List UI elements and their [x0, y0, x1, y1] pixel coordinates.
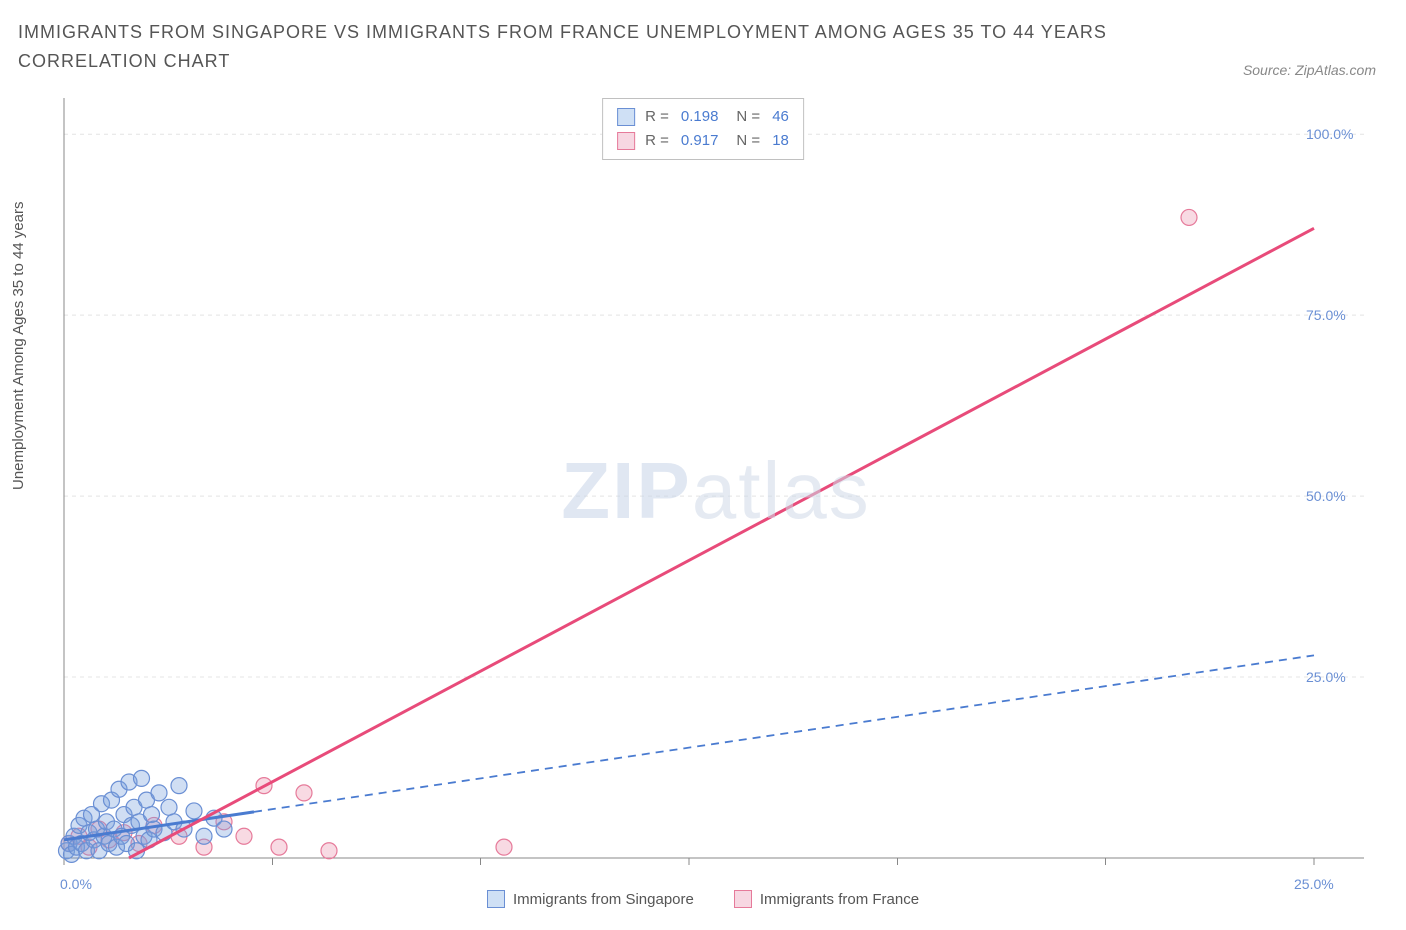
- legend-swatch-icon: [734, 890, 752, 908]
- y-tick-label: 100.0%: [1306, 126, 1353, 142]
- legend-series-name: Immigrants from Singapore: [513, 891, 694, 908]
- y-tick-label: 50.0%: [1306, 488, 1346, 504]
- n-value: 18: [772, 129, 789, 153]
- legend-item: Immigrants from Singapore: [487, 890, 694, 908]
- legend-item: Immigrants from France: [734, 890, 919, 908]
- r-label: R =: [645, 129, 669, 153]
- r-value: 0.198: [681, 105, 719, 129]
- chart-area: ZIPatlas: [56, 98, 1376, 883]
- legend-swatch-icon: [487, 890, 505, 908]
- n-value: 46: [772, 105, 789, 129]
- legend-series-name: Immigrants from France: [760, 891, 919, 908]
- r-label: R =: [645, 105, 669, 129]
- stats-legend-row: R = 0.198 N = 46: [617, 105, 789, 129]
- r-value: 0.917: [681, 129, 719, 153]
- chart-title: IMMIGRANTS FROM SINGAPORE VS IMMIGRANTS …: [18, 18, 1206, 76]
- y-tick-label: 75.0%: [1306, 307, 1346, 323]
- scatter-plot: [56, 98, 1376, 883]
- y-axis-label: Unemployment Among Ages 35 to 44 years: [10, 201, 27, 490]
- legend-swatch-icon: [617, 108, 635, 126]
- stats-legend: R = 0.198 N = 46 R = 0.917 N = 18: [602, 98, 804, 160]
- stats-legend-row: R = 0.917 N = 18: [617, 129, 789, 153]
- series-legend: Immigrants from Singapore Immigrants from…: [0, 890, 1406, 908]
- n-label: N =: [736, 105, 760, 129]
- y-tick-label: 25.0%: [1306, 669, 1346, 685]
- legend-swatch-icon: [617, 132, 635, 150]
- source-attribution: Source: ZipAtlas.com: [1243, 62, 1376, 78]
- n-label: N =: [736, 129, 760, 153]
